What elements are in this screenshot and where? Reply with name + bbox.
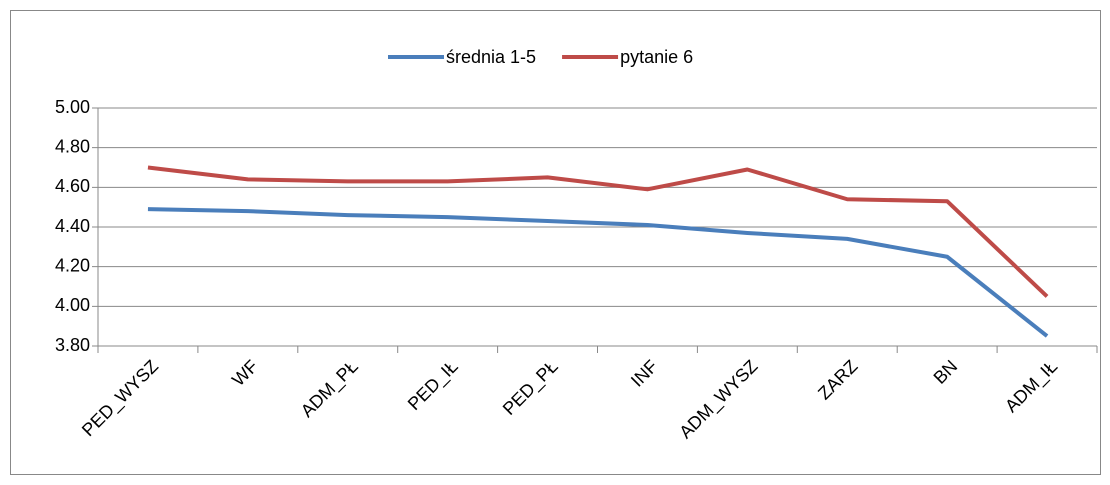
series-line [147,207,1049,338]
y-tick-label: 4.60 [55,176,90,196]
legend-label: średnia 1-5 [446,47,536,67]
chart-border [10,10,1101,475]
y-tick-label: 5.00 [55,97,90,117]
y-tick-label: 4.00 [55,295,90,315]
y-tick-label: 4.80 [55,136,90,156]
y-tick-label: 4.40 [55,216,90,236]
legend-label: pytanie 6 [620,47,693,67]
y-tick-label: 3.80 [55,335,90,355]
y-tick-label: 4.20 [55,255,90,275]
series-line [147,165,1049,298]
